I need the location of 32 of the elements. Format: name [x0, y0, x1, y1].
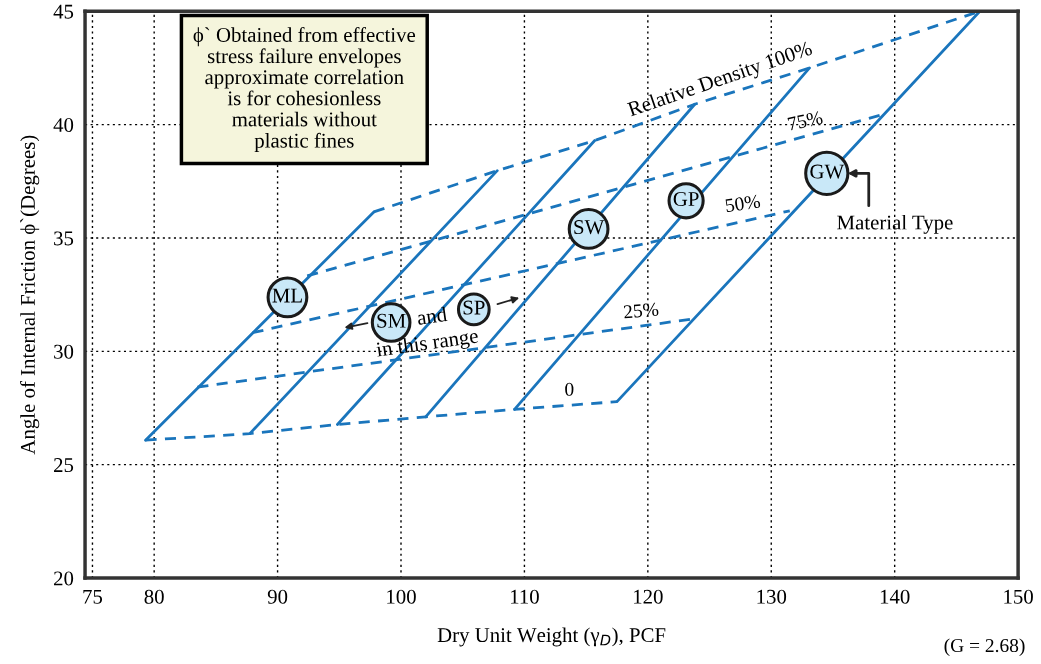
x-tick-label: 100 — [387, 589, 416, 604]
x-axis-title: Dry Unit Weight (γ$_{D}$), PCF — [437, 627, 666, 647]
annotation: 25% — [623, 302, 659, 319]
y-axis-title: Angle of Internal Friction ϕ`(Degrees) — [20, 135, 40, 455]
y-tick-label: 45 — [53, 4, 74, 19]
annotation: SM — [377, 313, 406, 328]
annotation: SP — [463, 300, 485, 315]
annotation: ϕ` Obtained from effective stress failure envelopes approximate correlation is for cohesionless materials without plastic fines — [193, 27, 416, 152]
x-tick-label: 140 — [880, 589, 910, 604]
y-tick-label: 30 — [54, 344, 74, 359]
annotation: ML — [272, 288, 302, 303]
annotation: SW — [574, 220, 605, 235]
x-tick-label: 130 — [757, 589, 787, 604]
annotation: in this range — [375, 328, 480, 362]
y-tick-label: 40 — [53, 118, 74, 133]
y-tick-label: 20 — [54, 571, 74, 586]
x-tick-label: 90 — [267, 589, 288, 604]
annotation: 75% — [787, 110, 824, 131]
annotation: and — [416, 306, 448, 326]
y-tick-label: 25 — [54, 458, 74, 473]
x-tick-label: 120 — [634, 589, 663, 604]
y-tick-label: 35 — [54, 231, 74, 246]
text: (G = 2.68) — [944, 638, 1025, 657]
x-tick-label: 75 — [83, 589, 103, 604]
x-tick-label: 150 — [1004, 589, 1033, 604]
x-tick-label: 80 — [144, 589, 164, 604]
x-tick-label: 110 — [511, 589, 539, 604]
annotation: 0 — [565, 382, 574, 396]
annotation: GP — [673, 192, 699, 207]
annotation: GW — [810, 164, 845, 179]
annotation: 50% — [725, 194, 761, 213]
annotation: Material Type — [837, 214, 953, 234]
